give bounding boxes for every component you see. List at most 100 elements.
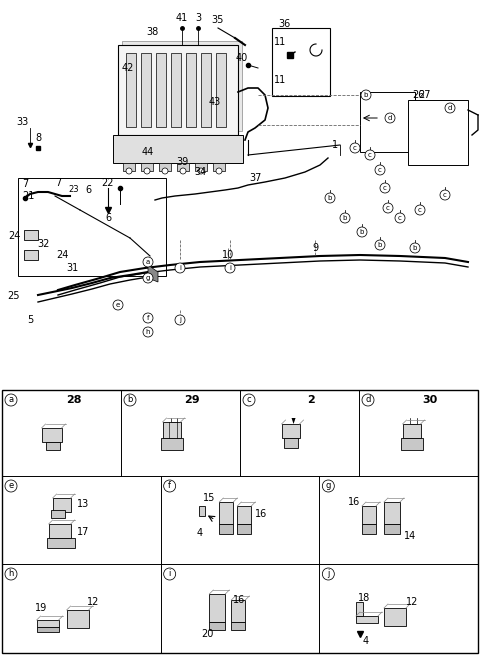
Text: i: i [179,265,181,271]
Text: 33: 33 [16,117,28,127]
Circle shape [445,103,455,113]
Text: 29: 29 [185,395,200,405]
Bar [403,424,420,438]
Bar [24,250,38,260]
Bar [171,53,181,127]
Bar [216,53,226,127]
Bar [356,602,363,616]
Circle shape [440,190,450,200]
Bar [201,53,211,127]
Bar [356,616,378,623]
Text: h: h [8,569,14,578]
Text: 26: 26 [412,90,424,100]
Bar [48,524,71,538]
Bar [360,92,415,152]
Circle shape [385,113,395,123]
Circle shape [144,168,150,174]
Bar [47,538,75,548]
Bar [186,53,196,127]
Text: 18: 18 [358,593,370,603]
Circle shape [5,480,17,492]
Bar [46,442,60,450]
Circle shape [361,90,371,100]
Text: 11: 11 [274,75,286,85]
Bar [237,506,252,524]
Circle shape [243,394,255,406]
Circle shape [340,213,350,223]
Text: 8: 8 [35,133,41,143]
Text: c: c [418,207,422,213]
Text: d: d [365,396,371,405]
Text: 21: 21 [22,191,35,201]
Text: 44: 44 [142,147,154,157]
Text: g: g [325,481,331,491]
Circle shape [175,263,185,273]
Text: h: h [146,329,150,335]
Text: 20: 20 [201,629,214,639]
Bar [156,53,166,127]
Text: j: j [327,569,330,578]
Bar [219,502,233,524]
Text: c: c [368,152,372,158]
Bar [42,428,61,442]
Circle shape [415,205,425,215]
Text: a: a [9,396,13,405]
Bar [113,135,243,163]
Text: 25: 25 [8,291,20,301]
Bar [163,422,180,438]
Circle shape [323,568,335,580]
Bar [36,620,59,627]
Bar [159,163,171,171]
Bar [53,498,71,512]
Text: b: b [413,245,417,251]
Bar [36,627,59,632]
Text: 3: 3 [195,13,201,23]
Bar [18,178,166,276]
Bar [209,622,225,630]
Circle shape [113,300,123,310]
Text: 4: 4 [196,528,203,538]
Circle shape [5,568,17,580]
Text: i: i [229,265,231,271]
Text: 7: 7 [22,179,28,189]
Text: b: b [328,195,332,201]
Circle shape [375,165,385,175]
Bar [384,502,400,524]
Bar [141,163,153,171]
Text: 4: 4 [363,636,369,646]
Text: 16: 16 [233,595,246,605]
Circle shape [180,168,186,174]
Circle shape [380,183,390,193]
Text: b: b [343,215,347,221]
Bar [177,163,189,171]
Text: 16: 16 [348,497,360,507]
Bar [400,438,422,450]
Bar [237,524,252,534]
Text: 22: 22 [102,178,114,188]
Bar [118,45,238,135]
Text: c: c [378,167,382,173]
Circle shape [375,240,385,250]
Bar [408,100,468,165]
Text: 7: 7 [55,178,61,188]
Text: b: b [378,242,382,248]
Text: 40: 40 [236,53,248,63]
Text: c: c [383,185,387,191]
Text: d: d [388,115,392,121]
Circle shape [5,394,17,406]
Circle shape [175,315,185,325]
Bar [24,230,38,240]
Circle shape [365,150,375,160]
Circle shape [216,168,222,174]
Text: 12: 12 [406,597,419,607]
Text: e: e [116,302,120,308]
Bar [231,600,245,622]
Bar [67,610,89,628]
Text: 17: 17 [77,527,89,537]
Text: f: f [147,315,149,321]
Bar [199,506,205,516]
Text: 24: 24 [56,250,68,260]
Text: 32: 32 [38,239,50,249]
Circle shape [350,143,360,153]
Bar [141,53,151,127]
